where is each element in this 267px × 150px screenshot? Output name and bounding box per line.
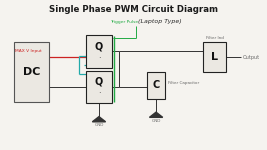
FancyBboxPatch shape bbox=[203, 42, 226, 72]
FancyBboxPatch shape bbox=[14, 42, 49, 102]
FancyBboxPatch shape bbox=[147, 72, 165, 99]
Text: Single Phase PWM Circuit Diagram: Single Phase PWM Circuit Diagram bbox=[49, 5, 218, 14]
Text: Output: Output bbox=[242, 55, 260, 60]
Text: Filter Capacitor: Filter Capacitor bbox=[168, 81, 199, 85]
Text: MAX V Input: MAX V Input bbox=[15, 49, 42, 53]
Text: GND: GND bbox=[151, 119, 161, 123]
Text: Q: Q bbox=[95, 41, 103, 51]
Text: L: L bbox=[211, 52, 218, 62]
Text: DC: DC bbox=[22, 67, 40, 77]
Text: Filter Ind: Filter Ind bbox=[206, 36, 223, 40]
FancyBboxPatch shape bbox=[86, 35, 112, 68]
Text: C: C bbox=[152, 80, 160, 90]
Text: Q: Q bbox=[95, 77, 103, 87]
Polygon shape bbox=[92, 117, 106, 122]
Text: ·: · bbox=[98, 54, 100, 63]
FancyBboxPatch shape bbox=[86, 70, 112, 103]
Text: (Laptop Type): (Laptop Type) bbox=[138, 19, 182, 24]
Text: GND: GND bbox=[94, 123, 104, 127]
Polygon shape bbox=[150, 112, 163, 117]
Text: Trigger Pulse: Trigger Pulse bbox=[110, 20, 138, 24]
Text: ·: · bbox=[98, 90, 100, 99]
